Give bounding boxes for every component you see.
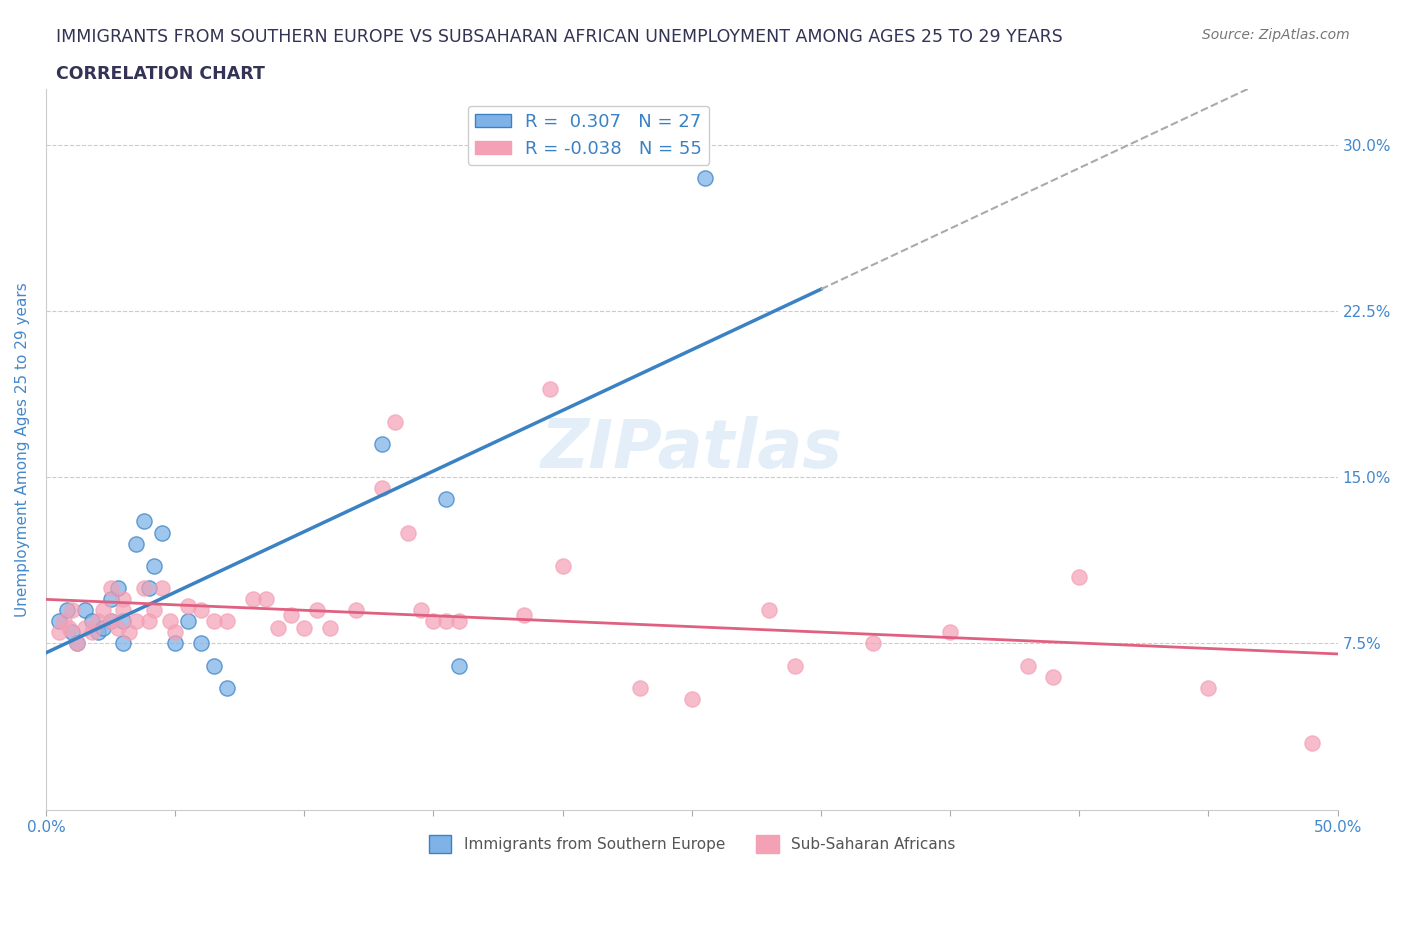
Point bbox=[60, 625, 83, 640]
Point bbox=[1042, 670, 1064, 684]
Point bbox=[150, 580, 173, 595]
Text: CORRELATION CHART: CORRELATION CHART bbox=[56, 65, 266, 83]
Point bbox=[134, 580, 156, 595]
Point bbox=[551, 558, 574, 573]
Point bbox=[58, 620, 80, 635]
Point bbox=[55, 603, 77, 618]
Point bbox=[165, 636, 187, 651]
Point bbox=[434, 492, 457, 507]
Point bbox=[758, 603, 780, 618]
Point bbox=[159, 614, 181, 629]
Point bbox=[86, 614, 108, 629]
Point bbox=[100, 614, 122, 629]
Point bbox=[143, 603, 166, 618]
Point bbox=[100, 580, 122, 595]
Point bbox=[138, 614, 160, 629]
Text: ZIPatlas: ZIPatlas bbox=[541, 417, 842, 483]
Point bbox=[292, 620, 315, 635]
Point bbox=[409, 603, 432, 618]
Point bbox=[73, 603, 96, 618]
Point bbox=[91, 620, 114, 635]
Point bbox=[112, 636, 135, 651]
Point bbox=[150, 525, 173, 540]
Point bbox=[371, 481, 394, 496]
Point bbox=[267, 620, 290, 635]
Point bbox=[1301, 736, 1323, 751]
Point bbox=[60, 603, 83, 618]
Point bbox=[100, 591, 122, 606]
Point bbox=[143, 558, 166, 573]
Point bbox=[112, 591, 135, 606]
Point bbox=[384, 415, 406, 430]
Point bbox=[66, 636, 89, 651]
Point bbox=[73, 620, 96, 635]
Point bbox=[513, 607, 536, 622]
Point bbox=[307, 603, 329, 618]
Point bbox=[939, 625, 962, 640]
Point bbox=[53, 614, 76, 629]
Point bbox=[125, 537, 148, 551]
Point bbox=[242, 591, 264, 606]
Point bbox=[1069, 569, 1091, 584]
Point bbox=[82, 614, 104, 629]
Point bbox=[165, 625, 187, 640]
Point bbox=[48, 625, 70, 640]
Point bbox=[125, 614, 148, 629]
Point bbox=[107, 620, 129, 635]
Point bbox=[681, 691, 703, 706]
Point bbox=[177, 598, 200, 613]
Point bbox=[319, 620, 342, 635]
Point bbox=[1198, 680, 1220, 695]
Point bbox=[48, 614, 70, 629]
Point bbox=[785, 658, 807, 673]
Point bbox=[538, 381, 561, 396]
Legend: Immigrants from Southern Europe, Sub-Saharan Africans: Immigrants from Southern Europe, Sub-Sah… bbox=[422, 829, 962, 859]
Point bbox=[190, 636, 212, 651]
Point bbox=[396, 525, 419, 540]
Point bbox=[107, 580, 129, 595]
Point bbox=[693, 170, 716, 185]
Point bbox=[215, 614, 238, 629]
Point bbox=[1017, 658, 1039, 673]
Point bbox=[82, 625, 104, 640]
Point bbox=[202, 614, 225, 629]
Y-axis label: Unemployment Among Ages 25 to 29 years: Unemployment Among Ages 25 to 29 years bbox=[15, 282, 30, 617]
Point bbox=[91, 603, 114, 618]
Point bbox=[434, 614, 457, 629]
Point bbox=[112, 603, 135, 618]
Point bbox=[66, 636, 89, 651]
Point bbox=[862, 636, 884, 651]
Point bbox=[86, 625, 108, 640]
Point bbox=[112, 614, 135, 629]
Point bbox=[449, 614, 471, 629]
Point bbox=[117, 625, 139, 640]
Point bbox=[344, 603, 367, 618]
Point bbox=[134, 514, 156, 529]
Text: Source: ZipAtlas.com: Source: ZipAtlas.com bbox=[1202, 28, 1350, 42]
Point bbox=[138, 580, 160, 595]
Point bbox=[100, 614, 122, 629]
Point bbox=[449, 658, 471, 673]
Point bbox=[371, 436, 394, 451]
Point bbox=[202, 658, 225, 673]
Point bbox=[254, 591, 277, 606]
Point bbox=[177, 614, 200, 629]
Point bbox=[422, 614, 444, 629]
Text: IMMIGRANTS FROM SOUTHERN EUROPE VS SUBSAHARAN AFRICAN UNEMPLOYMENT AMONG AGES 25: IMMIGRANTS FROM SOUTHERN EUROPE VS SUBSA… bbox=[56, 28, 1063, 46]
Point bbox=[628, 680, 651, 695]
Point bbox=[280, 607, 302, 622]
Point bbox=[215, 680, 238, 695]
Point bbox=[190, 603, 212, 618]
